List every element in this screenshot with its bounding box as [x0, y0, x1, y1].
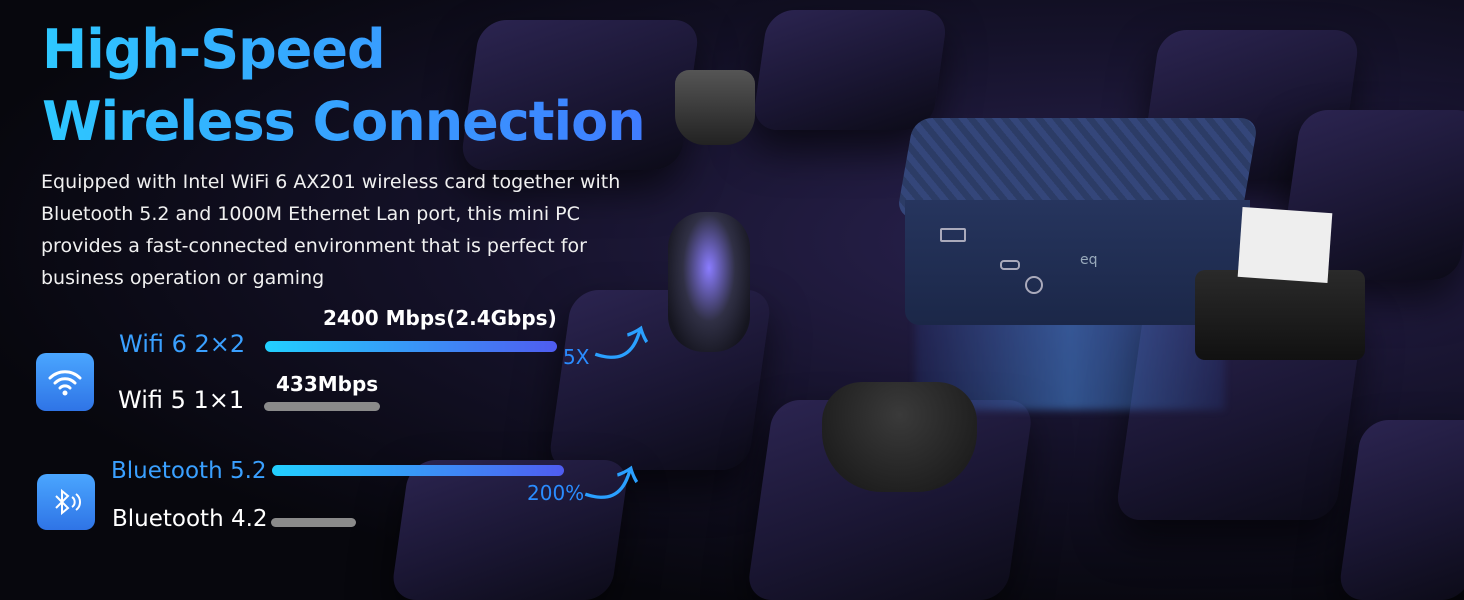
- headline-line-1: High-Speed: [42, 18, 385, 81]
- wifi-5-label: Wifi 5 1×1: [118, 386, 245, 414]
- bluetooth-4-label: Bluetooth 4.2: [112, 506, 268, 532]
- wifi-5-speed: 433Mbps: [276, 372, 379, 396]
- printer-paper: [1237, 206, 1333, 284]
- speaker-image: [668, 212, 750, 352]
- description: Equipped with Intel WiFi 6 AX201 wireles…: [41, 171, 621, 289]
- usb-port-icon: [940, 228, 966, 242]
- cube: [751, 10, 949, 130]
- printer-image: [1195, 206, 1365, 360]
- bluetooth-5-bar: [272, 465, 564, 476]
- power-button-icon: [1025, 276, 1043, 294]
- headline: High-Speed Wireless Connection: [42, 14, 645, 158]
- wifi-6-bar: [265, 341, 557, 352]
- wifi-6-speed: 2400 Mbps(2.4Gbps): [323, 306, 557, 330]
- wifi-icon: [36, 353, 94, 411]
- wifi-6-label: Wifi 6 2×2: [119, 330, 246, 358]
- pc-front: eq: [905, 200, 1250, 325]
- wifi-improvement: 5X: [563, 345, 590, 369]
- bluetooth-4-bar: [271, 518, 356, 527]
- game-controller-image: [822, 382, 977, 492]
- headline-line-2: Wireless Connection: [42, 90, 645, 153]
- bluetooth-5-label: Bluetooth 5.2: [111, 458, 267, 484]
- usb-c-port-icon: [1000, 260, 1020, 270]
- cube: [1337, 420, 1464, 600]
- wifi-5-bar: [264, 402, 380, 411]
- bluetooth-icon: [37, 474, 95, 530]
- bluetooth-improvement: 200%: [527, 481, 585, 505]
- earbuds-image: [675, 70, 755, 145]
- brand-logo: eq: [1080, 252, 1098, 268]
